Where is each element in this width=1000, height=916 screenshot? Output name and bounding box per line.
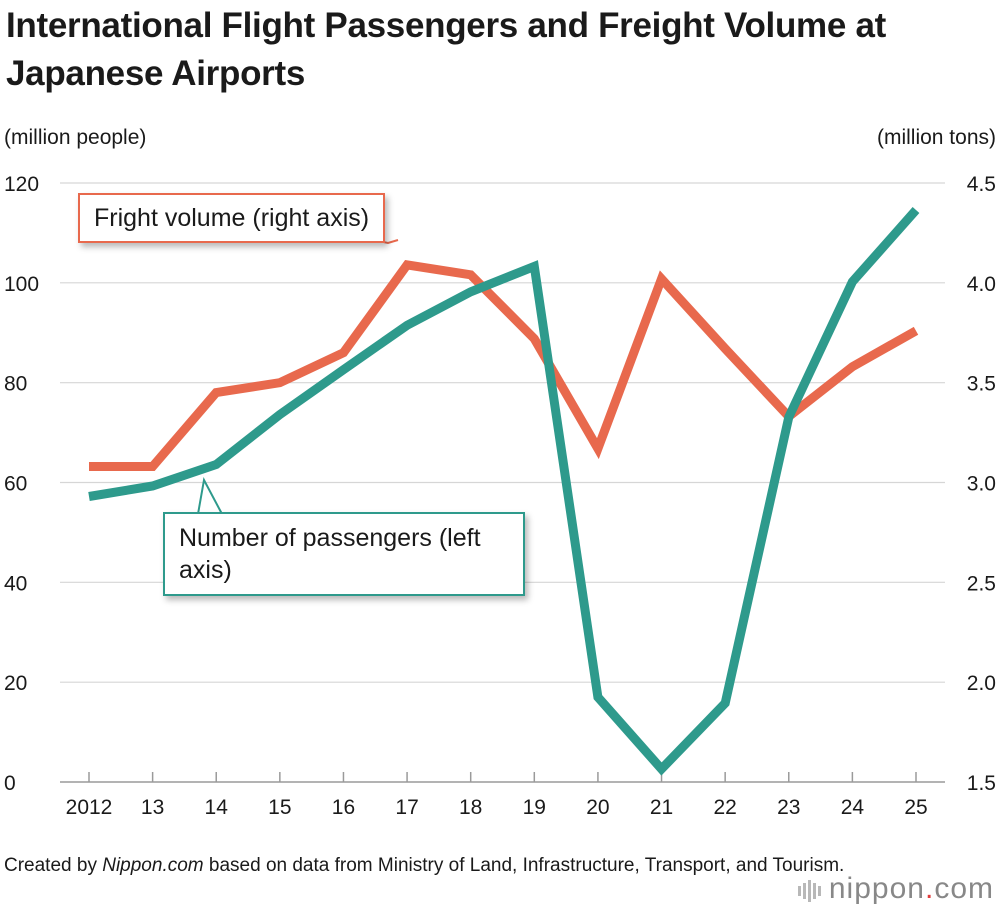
chart-title: International Flight Passengers and Frei… (6, 6, 886, 93)
x-tick-25: 25 (904, 796, 927, 819)
left-axis-unit: (million people) (4, 126, 147, 149)
right-tick-3.5: 3.5 (967, 373, 996, 396)
x-tick-15: 15 (268, 796, 291, 819)
left-tick-20: 20 (4, 672, 27, 695)
x-tick-14: 14 (205, 796, 229, 819)
right-tick-3.0: 3.0 (967, 473, 996, 496)
source-note: Created by Nippon.com based on data from… (4, 853, 844, 879)
right-axis-unit: (million tons) (876, 126, 996, 149)
right-tick-4.5: 4.5 (967, 173, 996, 196)
x-axis-ticks: 2012 13 14 15 16 17 18 19 20 21 22 23 24 25 (66, 772, 928, 819)
right-tick-1.5: 1.5 (967, 772, 996, 795)
left-tick-80: 80 (4, 373, 27, 396)
x-tick-21: 21 (650, 796, 673, 819)
x-tick-24: 24 (841, 796, 865, 819)
right-tick-4.0: 4.0 (967, 273, 996, 296)
right-axis-ticks: 1.5 2.0 2.5 3.0 3.5 4.0 4.5 (967, 173, 996, 795)
left-tick-40: 40 (4, 572, 27, 595)
freight-line (89, 260, 919, 471)
passengers-line (88, 207, 920, 776)
grid-lines (60, 182, 945, 783)
x-tick-17: 17 (395, 796, 418, 819)
x-tick-19: 19 (523, 796, 546, 819)
x-tick-13: 13 (141, 796, 164, 819)
brand-tld: com (934, 872, 994, 905)
x-tick-20: 20 (586, 796, 609, 819)
brand-name: nippon (828, 872, 925, 905)
passengers-pointer (197, 476, 223, 515)
x-tick-23: 23 (777, 796, 800, 819)
left-axis-ticks: 0 20 40 60 80 100 120 (4, 173, 39, 795)
passengers-callout: Number of passengers (left axis) (163, 512, 525, 596)
left-tick-100: 100 (4, 273, 39, 296)
x-tick-22: 22 (713, 796, 736, 819)
nippon-logo: nippon.com (797, 872, 994, 907)
left-tick-0: 0 (4, 772, 16, 795)
brand-dot: . (924, 872, 935, 905)
freight-callout: Fright volume (right axis) (78, 193, 386, 243)
source-suffix: based on data from Ministry of Land, Inf… (203, 855, 845, 876)
series-layer (88, 207, 920, 776)
source-prefix: Created by (4, 855, 103, 876)
x-tick-16: 16 (332, 796, 355, 819)
left-tick-60: 60 (4, 473, 27, 496)
source-site: Nippon.com (102, 855, 204, 876)
right-tick-2.5: 2.5 (967, 572, 996, 595)
logo-bars-icon (797, 873, 823, 907)
x-tick-2012: 2012 (66, 796, 113, 819)
x-tick-18: 18 (459, 796, 482, 819)
right-tick-2.0: 2.0 (967, 672, 996, 695)
left-tick-120: 120 (4, 173, 39, 196)
